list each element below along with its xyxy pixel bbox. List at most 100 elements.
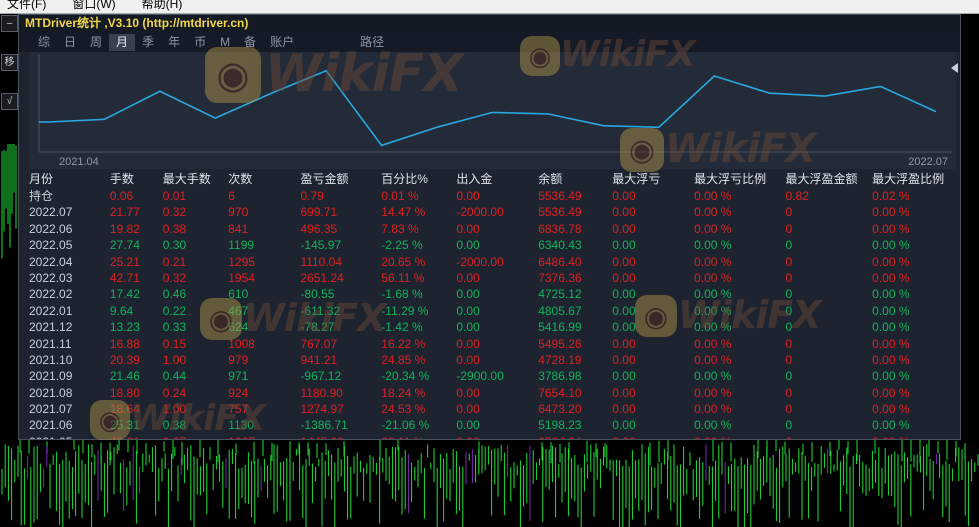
table-cell-11-7: 3786.98 xyxy=(538,369,582,384)
table-cell-0-3: 6 xyxy=(228,189,235,203)
table-row[interactable]: 2022.06 19.82 0.38 841 496.35 7.83 % 0.00 6836.… xyxy=(29,221,954,237)
equity-axis-start-label: 2021.04 xyxy=(59,156,99,168)
table-cell-9-1: 16.88 xyxy=(109,336,140,351)
table-cell-6-10: 0 xyxy=(785,287,793,302)
table-cell-9-0: 2021.11 xyxy=(29,336,72,351)
table-cell-1-2: 0.32 xyxy=(162,205,187,220)
table-cell-7-7: 4805.67 xyxy=(538,303,582,318)
table-row[interactable]: 2022.07 21.77 0.32 970 699.71 14.47 % -2000.00… xyxy=(29,204,954,220)
tab-account[interactable]: 账户 xyxy=(270,34,295,49)
table-cell-0-6: 0.00 xyxy=(456,189,480,203)
table-cell-7-11: 0.00 % xyxy=(872,303,910,318)
table-cell-0-7: 5536.49 xyxy=(538,189,582,203)
table-cell-12-4: 1180.90 xyxy=(300,385,343,400)
table-cell-3-3: 1199 xyxy=(228,238,255,253)
table-cell-2-5: 7.83 % xyxy=(381,221,419,236)
table-cell-13-7: 6473.20 xyxy=(538,402,582,417)
table-cell-14-6: 0.00 xyxy=(456,418,480,433)
table-cell-11-10: 0 xyxy=(785,369,793,384)
table-cell-8-8: 0.00 xyxy=(612,320,636,335)
table-cell-8-10: 0 xyxy=(785,320,793,335)
table-row[interactable]: 2022.04 25.21 0.21 1295 1110.04 20.65 % -2000.… xyxy=(29,254,954,270)
table-cell-6-7: 4725.12 xyxy=(538,287,582,302)
tab-day[interactable]: 日 xyxy=(64,34,77,49)
table-header-cell-11: 最大浮盈比例 xyxy=(872,172,945,186)
table-cell-15-5: 28.11 % xyxy=(381,434,456,439)
table-cell-4-8: 0.00 xyxy=(612,254,636,269)
table-cell-10-4: 941.21 xyxy=(300,352,338,367)
table-cell-1-11: 0.00 % xyxy=(872,205,910,220)
table-cell-12-8: 0.00 xyxy=(612,385,636,400)
table-cell-1-0: 2022.07 xyxy=(29,205,73,220)
tab-quarter[interactable]: 季 xyxy=(142,34,155,49)
tab-comment[interactable]: 备 xyxy=(244,34,257,49)
table-cell-5-6: 0.00 xyxy=(456,270,480,285)
table-cell-0-10: 0.82 xyxy=(785,189,809,203)
table-cell-15-11: 0.00 % xyxy=(872,434,954,439)
table-cell-1-3: 970 xyxy=(228,205,249,220)
minimize-tool-icon[interactable]: – xyxy=(1,15,18,32)
table-cell-4-11: 0.00 % xyxy=(872,254,910,269)
tab-month[interactable]: 月 xyxy=(109,33,136,51)
table-cell-14-8: 0.00 xyxy=(612,418,636,433)
table-row[interactable]: 2021.07 18.64 1.00 757 1274.97 24.53 % 0.00 647… xyxy=(29,401,954,417)
table-cell-2-10: 0 xyxy=(785,221,793,236)
table-row[interactable]: 2021.08 18.80 0.24 924 1180.90 18.24 % 0.00 765… xyxy=(29,385,954,401)
check-tool-icon[interactable]: √ xyxy=(1,93,18,110)
tab-magic[interactable]: M xyxy=(220,34,231,49)
move-tool-icon[interactable]: 移 xyxy=(1,54,18,71)
table-cell-2-1: 19.82 xyxy=(109,221,140,236)
table-cell-4-9: 0.00 % xyxy=(694,254,732,269)
table-row[interactable]: 2021.11 16.88 0.15 1008 767.07 16.22 % 0.00 549… xyxy=(29,336,954,352)
table-cell-12-1: 18.80 xyxy=(109,385,140,400)
table-row[interactable]: 持仓 0.06 0.01 6 0.79 0.01 % 0.00 5536.49 0.00 0.00… xyxy=(29,188,954,204)
table-cell-11-5: -20.34 % xyxy=(381,369,430,384)
tab-currency[interactable]: 币 xyxy=(194,34,207,49)
table-row[interactable]: 2021.0543.210.6712671445.0228.11 %0.0065… xyxy=(29,434,954,439)
table-cell-10-8: 0.00 xyxy=(612,352,636,367)
table-cell-6-3: 610 xyxy=(228,287,249,302)
table-cell-3-5: -2.25 % xyxy=(381,238,423,253)
equity-axis-end-label: 2022.07 xyxy=(908,156,948,168)
table-cell-9-7: 5495.26 xyxy=(538,336,582,351)
table-cell-7-4: -611.32 xyxy=(300,303,341,318)
table-cell-12-10: 0 xyxy=(785,385,793,400)
table-cell-8-6: 0.00 xyxy=(456,320,480,335)
table-cell-11-4: -967.12 xyxy=(300,369,342,384)
left-toolbar: – 移 √ xyxy=(0,14,18,144)
table-row[interactable]: 2021.06 25.31 0.38 1130 -1386.71 -21.06 % 0.00… xyxy=(29,417,954,433)
table-row[interactable]: 2022.05 27.74 0.30 1199 -145.97 -2.25 % 0.00 63… xyxy=(29,237,954,253)
menu-window[interactable]: 窗口(W) xyxy=(72,0,116,11)
table-row[interactable]: 2022.01 9.64 0.22 467 -611.32 -11.29 % 0.00 480… xyxy=(29,303,954,319)
table-cell-3-0: 2022.05 xyxy=(29,238,73,253)
table-row[interactable]: 2021.09 21.46 0.44 971 -967.12 -20.34 % -2900.… xyxy=(29,368,954,384)
tab-summary[interactable]: 综 xyxy=(38,34,51,49)
tab-week[interactable]: 周 xyxy=(90,34,103,49)
table-cell-9-3: 1008 xyxy=(228,336,255,351)
tab-path[interactable]: 路径 xyxy=(360,34,385,49)
table-cell-12-11: 0.00 % xyxy=(872,385,910,400)
table-cell-5-9: 0.00 % xyxy=(694,270,732,285)
table-cell-3-4: -145.97 xyxy=(300,238,342,253)
table-cell-1-4: 699.71 xyxy=(300,205,338,220)
table-cell-3-11: 0.00 % xyxy=(872,238,910,253)
table-row[interactable]: 2022.02 17.42 0.46 610 -80.55 -1.68 % 0.00 4725… xyxy=(29,286,954,302)
table-row[interactable]: 2021.12 13.23 0.33 624 -78.27 -1.42 % 0.00 5416… xyxy=(29,319,954,335)
table-row[interactable]: 2022.03 42.71 0.32 1954 2651.24 56.11 % 0.00 73… xyxy=(29,270,954,286)
table-cell-13-1: 18.64 xyxy=(109,402,140,417)
scroll-indicator-icon[interactable] xyxy=(951,63,958,73)
menu-help[interactable]: 帮助(H) xyxy=(141,0,183,11)
mtdriver-stats-panel: MTDriver统计 ,V3.10 (http://mtdriver.cn) 综… xyxy=(18,14,961,440)
table-cell-13-0: 2021.07 xyxy=(29,402,73,417)
table-cell-15-9: 0.00 % xyxy=(694,434,785,439)
table-cell-13-5: 24.53 % xyxy=(381,402,426,417)
tab-year[interactable]: 年 xyxy=(168,34,181,49)
table-row[interactable]: 2021.10 20.39 1.00 979 941.21 24.85 % 0.00 4728… xyxy=(29,352,954,368)
table-cell-14-7: 5198.23 xyxy=(538,418,582,433)
table-header-cell-7: 余额 xyxy=(538,172,563,186)
table-cell-4-7: 6486.40 xyxy=(538,254,582,269)
menu-file[interactable]: 文件(F) xyxy=(7,0,47,11)
table-cell-14-9: 0.00 % xyxy=(694,418,732,433)
table-cell-1-10: 0 xyxy=(785,205,793,220)
table-cell-7-2: 0.22 xyxy=(162,303,187,318)
